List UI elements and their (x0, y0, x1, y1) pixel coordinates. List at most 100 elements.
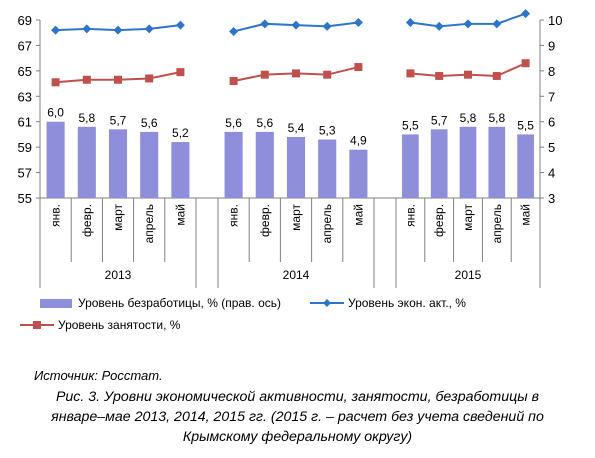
employment-point (464, 70, 472, 79)
y-right-tick-label: 6 (548, 115, 555, 130)
source-value: : Росстат. (94, 368, 163, 383)
activity-point (492, 19, 502, 29)
month-label: янв. (403, 204, 417, 227)
activity-point (82, 24, 92, 34)
activity-point (260, 19, 270, 29)
y-right-tick-label: 10 (548, 13, 562, 28)
y-left-tick-label: 59 (18, 140, 32, 155)
legend-item-employment: Уровень занятости, % (20, 318, 180, 332)
unemployment-bar (77, 126, 96, 198)
legend-label-activity: Уровень экон. акт., % (348, 296, 466, 310)
legend-item-unemployment: Уровень безработицы, % (прав. ось) (40, 296, 281, 310)
activity-point (291, 20, 301, 30)
employment-point (82, 75, 91, 84)
employment-point (406, 69, 415, 78)
month-label: май (519, 204, 533, 226)
activity-point (405, 18, 415, 28)
unemployment-bar (255, 131, 274, 198)
legend-label-unemployment: Уровень безработицы, % (прав. ось) (78, 296, 282, 310)
unemployment-bar (140, 131, 159, 198)
activity-point (144, 24, 154, 34)
month-label: март (111, 204, 125, 231)
y-left-tick-label: 55 (18, 191, 32, 206)
employment-point (229, 77, 238, 86)
unemployment-bar (46, 121, 65, 198)
y-left-tick-label: 65 (18, 64, 32, 79)
y-left-tick-label: 63 (18, 89, 32, 104)
y-right-tick-label: 7 (548, 89, 555, 104)
month-label: май (351, 204, 365, 226)
month-label: февр. (432, 204, 446, 237)
unemployment-data-label: 5,3 (319, 124, 336, 138)
year-label: 2013 (105, 268, 132, 282)
y-left-tick-label: 69 (18, 13, 32, 28)
month-label: март (289, 204, 303, 231)
legend-label-employment: Уровень занятости, % (58, 318, 181, 332)
figure-caption: Рис. 3. Уровни экономической активности,… (0, 387, 595, 447)
unemployment-data-label: 5,8 (460, 111, 477, 125)
month-label: март (461, 204, 475, 231)
unemployment-data-label: 5,7 (431, 113, 448, 127)
month-label: апрель (320, 204, 334, 243)
unemployment-bar (488, 126, 506, 198)
employment-point (114, 75, 122, 84)
unemployment-data-label: 6,0 (47, 106, 64, 120)
y-left-tick-label: 67 (18, 38, 32, 53)
employment-point (176, 68, 185, 77)
employment-point (521, 59, 530, 68)
caption-line-1: Рис. 3. Уровни экономической активности,… (55, 389, 540, 405)
unemployment-data-label: 5,4 (288, 121, 305, 135)
unemployment-bar (517, 134, 534, 198)
unemployment-bar (402, 134, 419, 198)
employment-point (51, 78, 60, 87)
activity-point (521, 9, 531, 19)
unemployment-data-label: 5,5 (402, 118, 419, 132)
month-label: апрель (142, 204, 156, 243)
employment-point (260, 70, 269, 79)
unemployment-bar (171, 142, 190, 198)
y-right-tick-label: 3 (548, 191, 555, 206)
employment-point (354, 63, 363, 72)
y-right-tick-label: 5 (548, 140, 555, 155)
activity-point (322, 21, 332, 31)
legend-swatch-unemployment (40, 298, 72, 308)
unemployment-data-label: 5,8 (488, 111, 505, 125)
unemployment-data-label: 5,6 (256, 116, 273, 130)
employment-point (292, 69, 300, 78)
unemployment-data-label: 5,6 (141, 116, 158, 130)
year-label: 2014 (283, 268, 310, 282)
unemployment-bar (430, 129, 448, 198)
source-note: Источник: Росстат. (34, 368, 163, 383)
y-left-tick-label: 57 (18, 166, 32, 181)
unemployment-data-label: 5,5 (517, 118, 534, 132)
activity-point (434, 21, 444, 31)
unemployment-data-label: 5,6 (225, 116, 242, 130)
y-right-tick-label: 4 (548, 166, 555, 181)
employment-point (323, 70, 332, 79)
month-label: май (173, 204, 187, 226)
unemployment-bar (349, 149, 368, 198)
month-label: апрель (490, 204, 504, 243)
legend-item-activity: Уровень экон. акт., % (310, 296, 466, 310)
unemployment-bar (318, 139, 337, 198)
unemployment-data-label: 4,9 (350, 134, 367, 148)
caption-line-2: январе–мае 2013, 2014, 2015 гг. (2015 г.… (51, 409, 544, 425)
unemployment-bar (224, 131, 243, 198)
activity-point (175, 20, 185, 30)
month-label: февр. (258, 204, 272, 237)
y-left-tick-label: 61 (18, 115, 32, 130)
source-label: Источник (34, 368, 95, 383)
legend-swatch-employment (20, 321, 54, 329)
legend-swatch-activity (310, 299, 344, 307)
y-right-tick-label: 9 (548, 38, 555, 53)
activity-point (229, 26, 239, 36)
month-label: февр. (80, 204, 94, 237)
activity-point (51, 25, 61, 35)
employment-point (145, 74, 154, 83)
employment-point (435, 71, 444, 80)
employment-point (492, 71, 501, 80)
unemployment-bar (108, 129, 128, 198)
activity-point (463, 19, 473, 29)
month-label: янв. (227, 204, 241, 227)
